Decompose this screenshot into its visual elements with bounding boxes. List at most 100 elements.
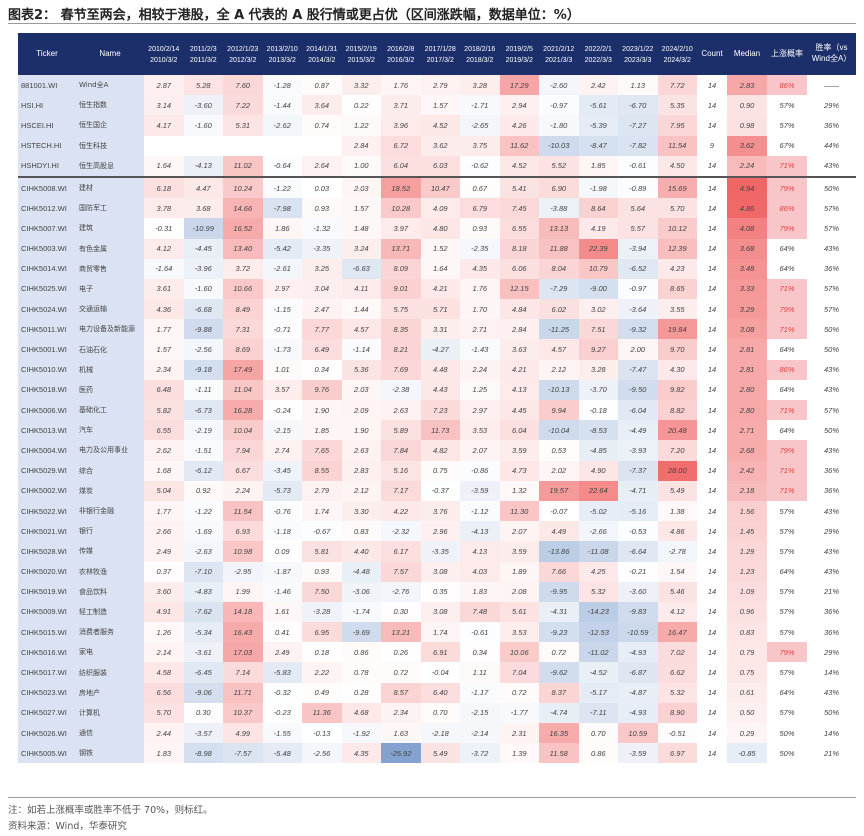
return-cell: 16.28 (223, 400, 263, 421)
return-cell: -3.60 (183, 95, 223, 116)
win-rate-cell: 14% (823, 728, 839, 738)
return-cell: -2.19 (183, 420, 223, 441)
return-cell: -4.48 (341, 561, 381, 582)
return-cell: -8.53 (578, 420, 618, 441)
return-cell: 1.85 (578, 155, 618, 177)
return-cell: -9.69 (341, 622, 381, 643)
return-cell: -4.31 (539, 601, 579, 623)
return-cell: 2.24 (223, 480, 263, 501)
return-cell: 7.04 (499, 662, 539, 683)
return-cell: 5.61 (499, 601, 539, 623)
return-cell: 3.32 (341, 75, 381, 96)
return-cell (262, 135, 302, 156)
return-cell: 22.39 (578, 238, 618, 259)
table-row: CIHK5025.WI 电子 3.61 -1.60 10.66 2.97 3.04 4.11 9… (18, 278, 856, 300)
return-cell: -0.37 (420, 480, 460, 501)
table-row: HSI.HI 恒生指数 3.14 -3.60 7.22 -1.44 3.64 0.22 3.71… (18, 95, 856, 116)
table-row: CIHK5026.WI 通信 2.44 -3.57 4.99 -1.55 -0.13 -1.9… (18, 723, 856, 744)
ticker-cell: HSHDYI.HI (18, 155, 76, 177)
return-cell: 16.43 (223, 622, 263, 643)
table-row: CIHK5002.WI 煤炭 5.04 0.92 2.24 -5.73 2.79 2.12 7.… (18, 480, 856, 501)
return-cell: -2.56 (183, 339, 223, 360)
median-cell: 0.96 (727, 601, 767, 623)
return-cell: 11.62 (499, 135, 539, 156)
return-cell: 1.74 (302, 500, 342, 522)
return-cell: 6.55 (499, 218, 539, 239)
return-cell: -3.06 (341, 581, 381, 602)
up-prob-cell: 79% (767, 299, 807, 320)
return-cell: -13.86 (539, 541, 579, 562)
return-cell: -0.23 (262, 702, 302, 723)
count-cell: 14 (707, 466, 717, 476)
up-prob-cell: 57% (779, 627, 795, 637)
return-cell: 6.03 (420, 155, 460, 177)
return-cell: -6.64 (618, 541, 658, 562)
return-cell: -2.61 (262, 258, 302, 279)
return-cell: 6.79 (460, 198, 500, 219)
return-cell: 11.02 (223, 155, 263, 177)
return-cell: -3.59 (618, 743, 658, 764)
table-row: CIHK5022.WI 非银行金融 1.77 -1.22 11.54 -0.76 1.74 3… (18, 500, 856, 522)
table-row: CIHK5008.WI 建材 6.18 4.47 10.24 -1.22 0.03 2.03 1… (18, 175, 856, 199)
up-prob-cell: 64% (779, 688, 795, 698)
return-cell: 5.32 (578, 581, 618, 602)
return-cell: -1.11 (183, 379, 223, 400)
return-cell: -1.60 (183, 115, 223, 136)
up-prob-cell: 57% (779, 526, 795, 536)
return-cell: 2.12 (341, 480, 381, 501)
return-cell: 2.66 (144, 521, 184, 542)
return-cell: 4.30 (657, 359, 697, 380)
return-cell: 7.60 (223, 75, 263, 96)
return-cell: -6.87 (618, 662, 658, 683)
median-cell: 2.24 (727, 155, 767, 177)
return-cell: -2.78 (657, 541, 697, 562)
name-cell: 银行 (76, 521, 144, 542)
return-cell: 7.65 (302, 440, 342, 461)
return-cell: -3.60 (618, 581, 658, 602)
return-cell: -2.32 (381, 521, 421, 542)
return-cell: 8.69 (223, 339, 263, 360)
name-cell: 食品饮料 (76, 581, 144, 602)
return-cell: -1.98 (578, 175, 618, 199)
count-cell: 14 (707, 264, 717, 274)
return-cell: 6.93 (223, 521, 263, 542)
table-row: CIHK5015.WI 消费者服务 1.26 -5.34 16.43 0.41 6.95 -9… (18, 622, 856, 643)
count-cell: 14 (707, 100, 717, 110)
return-cell: -3.59 (460, 480, 500, 501)
return-cell: 4.73 (499, 460, 539, 481)
return-cell: 5.89 (381, 420, 421, 441)
median-cell: 4.86 (727, 198, 767, 219)
return-cell: 3.28 (460, 75, 500, 96)
win-rate-cell: 43% (823, 445, 839, 455)
return-cell: -1.28 (262, 75, 302, 96)
return-cell: -7.57 (223, 743, 263, 764)
return-cell: -10.59 (618, 622, 658, 643)
name-cell: 医药 (76, 379, 144, 400)
return-cell: 7.69 (381, 359, 421, 380)
return-cell: 7.48 (460, 601, 500, 623)
header-name: Name (76, 33, 144, 75)
return-cell: 8.21 (381, 339, 421, 360)
header-period-start: 2016/2/8 (381, 33, 421, 55)
source-note: 资料来源：Wind，华泰研究 (8, 821, 127, 832)
ticker-cell: CIHK5002.WI (18, 480, 76, 501)
return-cell: -6.68 (183, 299, 223, 320)
return-cell: 2.44 (144, 723, 184, 744)
return-cell: -9.88 (183, 319, 223, 340)
return-cell: -3.35 (420, 541, 460, 562)
header-period-end: 2021/3/3 (539, 55, 579, 75)
return-cell: 20.48 (657, 420, 697, 441)
return-cell: 3.78 (144, 198, 184, 219)
return-cell: 7.02 (657, 642, 697, 663)
up-prob-cell: 57% (779, 668, 795, 678)
return-cell: 8.55 (302, 460, 342, 481)
return-cell: -14.23 (578, 601, 618, 623)
median-cell: 0.79 (727, 642, 767, 663)
ticker-cell: CIHK5009.WI (18, 601, 76, 623)
return-cell: -10.03 (539, 135, 579, 156)
return-cell: -0.97 (618, 278, 658, 300)
return-cell: 3.53 (460, 420, 500, 441)
return-cell: 7.66 (539, 561, 579, 582)
return-cell: -0.76 (262, 500, 302, 522)
median-cell: 2.81 (727, 339, 767, 360)
